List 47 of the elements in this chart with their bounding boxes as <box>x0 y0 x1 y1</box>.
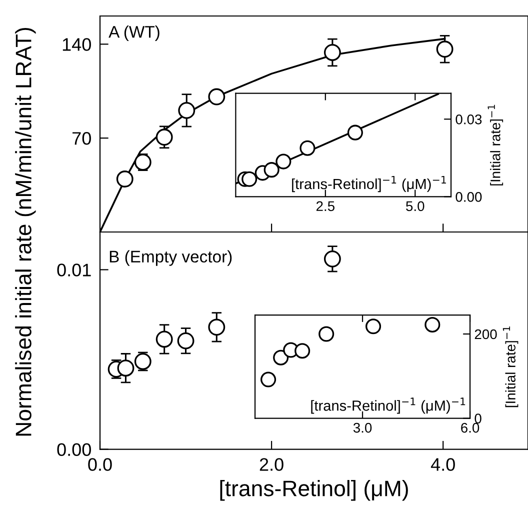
y-axis-title: Normalised initial rate (nM/min/unit LRAT) <box>15 28 36 436</box>
annotation: B (Empty vector) <box>110 250 232 266</box>
y2-axis-title: [Initial rate]$^{−1}$ <box>488 104 504 186</box>
x-tick-label: 0.0 <box>88 458 112 471</box>
y-tick-label: 70 <box>72 132 91 145</box>
x-axis-title: [trans-Retinol]$^{−1}$ (μM)$^{−1}$ <box>311 398 466 414</box>
point <box>117 360 134 377</box>
x-axis-title: [trans-Retinol] (μM) <box>220 480 408 501</box>
y2-tick-label: 0 <box>474 414 482 424</box>
point <box>324 44 341 61</box>
point <box>134 352 152 370</box>
point <box>178 102 196 119</box>
point <box>324 250 341 268</box>
x-axis-title: [trans-Retinol]$^{−1}$ (μM)$^{−1}$ <box>292 176 446 192</box>
y2-tick-label: 200 <box>474 329 497 340</box>
point <box>264 162 280 178</box>
point <box>424 316 440 332</box>
point <box>156 128 173 146</box>
annotation: A (WT) <box>108 26 160 42</box>
point <box>273 350 289 366</box>
point <box>208 318 226 336</box>
point <box>300 140 316 156</box>
y-tick-label: 0.01 <box>57 264 91 276</box>
point <box>347 124 363 140</box>
x-tick-label: 2.5 <box>316 201 334 212</box>
point <box>242 171 258 187</box>
point <box>294 343 310 359</box>
y2-tick-label: 0.00 <box>456 192 482 202</box>
point <box>436 40 454 58</box>
point <box>260 372 276 388</box>
y-tick-label: 140 <box>62 38 91 51</box>
y2-tick-label: 0.03 <box>456 114 482 124</box>
y-tick-label: 0.00 <box>57 443 91 456</box>
point <box>177 332 194 350</box>
y2-axis-title: [Initial rate]$^{−1}$ <box>502 326 518 408</box>
x-tick-label: 5.0 <box>406 201 424 212</box>
point <box>318 326 334 342</box>
point <box>208 88 226 106</box>
point <box>365 318 382 334</box>
point <box>156 330 173 348</box>
x-tick-label: 3.0 <box>353 422 372 433</box>
x-tick-label: 2.0 <box>260 458 284 471</box>
x-tick-label: 4.0 <box>430 458 455 471</box>
point <box>276 154 292 170</box>
point <box>116 170 134 188</box>
x-tick-label: 6.0 <box>461 422 480 433</box>
point <box>134 154 152 171</box>
